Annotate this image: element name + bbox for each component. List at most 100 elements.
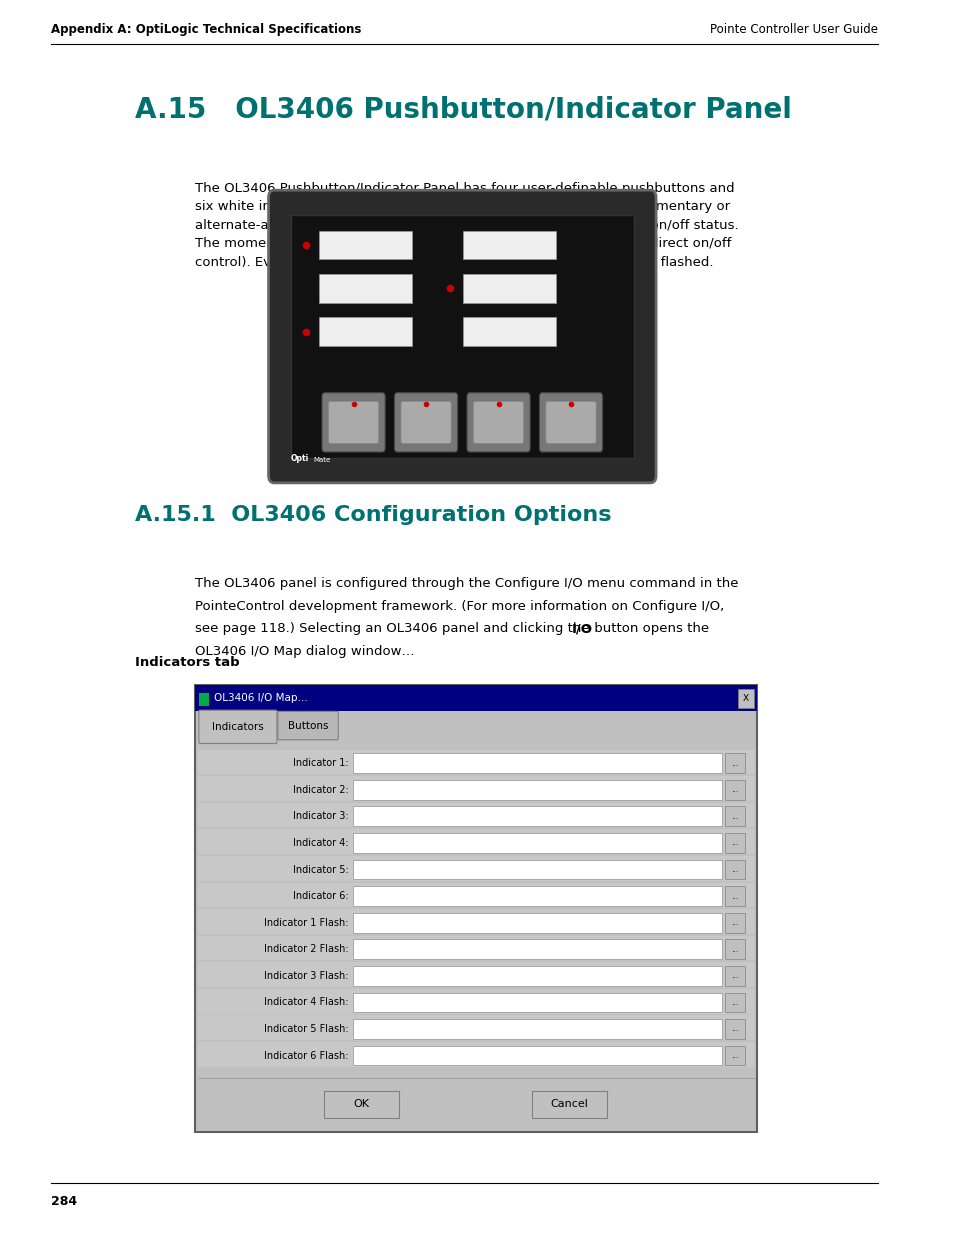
Bar [197,909,754,934]
Bar [462,317,555,346]
Bar [318,231,412,259]
Bar [197,936,754,961]
Text: A.15.1  OL3406 Configuration Options: A.15.1 OL3406 Configuration Options [134,505,611,525]
FancyBboxPatch shape [322,393,385,452]
Bar [197,989,754,1014]
Bar [195,685,757,1132]
Text: button opens the: button opens the [589,622,708,636]
Text: ...: ... [731,839,738,847]
Bar [353,753,721,773]
Bar [353,887,721,906]
Bar [197,1015,754,1040]
Text: The OL3406 Pushbutton/Indicator Panel has four user-definable pushbuttons and
si: The OL3406 Pushbutton/Indicator Panel ha… [195,182,738,268]
Text: PointeControl development framework. (For more information on Configure I/O,: PointeControl development framework. (Fo… [195,599,723,613]
Bar [195,685,757,711]
Bar [353,1046,721,1066]
Bar [197,856,754,881]
Text: I/O: I/O [572,622,593,636]
Bar [724,834,744,853]
Bar [197,803,754,827]
Bar [197,1042,754,1067]
Bar [353,1019,721,1039]
FancyBboxPatch shape [269,190,656,483]
FancyBboxPatch shape [400,401,451,443]
FancyBboxPatch shape [538,393,602,452]
Bar [197,830,754,855]
Bar [353,913,721,932]
Bar [724,1046,744,1066]
Text: ...: ... [731,1051,738,1060]
Bar [291,215,633,458]
Bar [197,750,754,774]
Text: OL3406 I/O Map dialog window…: OL3406 I/O Map dialog window… [195,645,415,658]
Bar [353,806,721,826]
Bar [724,753,744,773]
Text: Indicator 5 Flash:: Indicator 5 Flash: [264,1024,348,1034]
FancyBboxPatch shape [473,401,523,443]
Bar [724,1019,744,1039]
Text: Indicator 3:: Indicator 3: [293,811,348,821]
Text: ...: ... [731,864,738,874]
Text: ...: ... [731,972,738,981]
Text: ...: ... [731,1025,738,1034]
Text: ...: ... [731,892,738,900]
Text: ...: ... [731,785,738,794]
Bar [353,834,721,853]
Bar [724,940,744,960]
Bar [462,274,555,303]
Bar [197,883,754,908]
FancyBboxPatch shape [198,710,276,743]
Bar [353,781,721,800]
Text: Opti: Opti [291,454,309,463]
FancyBboxPatch shape [328,401,378,443]
Text: see page 118.) Selecting an OL3406 panel and clicking the: see page 118.) Selecting an OL3406 panel… [195,622,594,636]
Text: ...: ... [731,945,738,953]
Bar [724,860,744,879]
Text: ...: ... [731,811,738,821]
Text: Indicator 4 Flash:: Indicator 4 Flash: [264,998,348,1008]
Bar [724,966,744,986]
Text: Cancel: Cancel [550,1099,588,1109]
Text: A.15   OL3406 Pushbutton/Indicator Panel: A.15 OL3406 Pushbutton/Indicator Panel [134,95,791,124]
Bar [737,689,753,708]
Bar [462,231,555,259]
Text: Appendix A: OptiLogic Technical Specifications: Appendix A: OptiLogic Technical Specific… [51,22,361,36]
Bar [318,317,412,346]
Text: Indicators tab: Indicators tab [134,656,239,669]
Text: Indicator 1 Flash:: Indicator 1 Flash: [264,918,348,927]
Bar [197,962,754,987]
Text: Buttons: Buttons [288,720,328,731]
FancyBboxPatch shape [277,711,338,740]
Bar [197,777,754,802]
Text: Indicator 2:: Indicator 2: [293,784,348,795]
Text: Pointe Controller User Guide: Pointe Controller User Guide [709,22,878,36]
Bar [724,806,744,826]
Text: Indicator 2 Flash:: Indicator 2 Flash: [264,945,348,955]
Text: The OL3406 panel is configured through the Configure I/O menu command in the: The OL3406 panel is configured through t… [195,577,738,590]
Text: Indicator 6 Flash:: Indicator 6 Flash: [264,1051,348,1061]
Bar [353,860,721,879]
Text: Indicator 4:: Indicator 4: [293,837,348,848]
FancyBboxPatch shape [394,393,457,452]
Bar [353,940,721,960]
Bar [724,781,744,800]
Bar [198,693,209,706]
Text: Mate: Mate [313,457,330,463]
Text: 284: 284 [51,1195,77,1209]
Text: Indicator 5:: Indicator 5: [293,864,348,874]
Text: OL3406 I/O Map...: OL3406 I/O Map... [213,693,307,704]
Text: Indicator 6:: Indicator 6: [293,892,348,902]
FancyBboxPatch shape [545,401,596,443]
Bar [324,1091,398,1118]
Bar [318,274,412,303]
Bar [353,966,721,986]
Bar [724,993,744,1013]
Text: Indicator 3 Flash:: Indicator 3 Flash: [264,971,348,981]
Text: ...: ... [731,758,738,768]
FancyBboxPatch shape [466,393,530,452]
Text: Indicator 1:: Indicator 1: [293,758,348,768]
Bar [724,887,744,906]
Bar [532,1091,606,1118]
Bar [724,913,744,932]
Text: Indicators: Indicators [212,721,263,732]
